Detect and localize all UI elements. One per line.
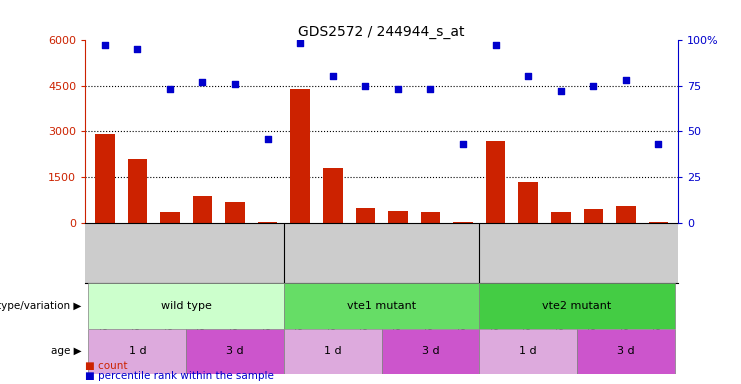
- Text: wild type: wild type: [161, 301, 212, 311]
- Point: [490, 42, 502, 48]
- Text: 1 d: 1 d: [128, 346, 146, 356]
- Point: [131, 46, 143, 52]
- Point: [653, 141, 665, 147]
- Text: ■ count: ■ count: [85, 361, 127, 371]
- Bar: [479, 283, 675, 329]
- Point: [229, 81, 241, 87]
- Point: [99, 42, 110, 48]
- Bar: [88, 283, 284, 329]
- Bar: [453, 222, 473, 223]
- Bar: [519, 182, 538, 223]
- Point: [588, 83, 599, 89]
- Bar: [88, 329, 186, 374]
- Point: [522, 73, 534, 79]
- Text: 3 d: 3 d: [226, 346, 244, 356]
- Bar: [388, 211, 408, 223]
- Text: age ▶: age ▶: [51, 346, 82, 356]
- Bar: [258, 222, 277, 223]
- Bar: [186, 329, 284, 374]
- Bar: [160, 212, 179, 223]
- Point: [555, 88, 567, 94]
- Text: genotype/variation ▶: genotype/variation ▶: [0, 301, 82, 311]
- Bar: [127, 159, 147, 223]
- Text: vte2 mutant: vte2 mutant: [542, 301, 611, 311]
- Text: 1 d: 1 d: [324, 346, 342, 356]
- Point: [425, 86, 436, 92]
- Point: [392, 86, 404, 92]
- Text: 3 d: 3 d: [422, 346, 439, 356]
- Bar: [584, 209, 603, 223]
- Point: [620, 77, 632, 83]
- Text: ■ percentile rank within the sample: ■ percentile rank within the sample: [85, 371, 274, 381]
- Bar: [421, 212, 440, 223]
- Bar: [577, 329, 675, 374]
- Point: [262, 136, 273, 142]
- Bar: [225, 202, 245, 223]
- Bar: [486, 141, 505, 223]
- Title: GDS2572 / 244944_s_at: GDS2572 / 244944_s_at: [299, 25, 465, 39]
- Bar: [95, 134, 115, 223]
- Bar: [356, 208, 375, 223]
- Point: [457, 141, 469, 147]
- Bar: [284, 329, 382, 374]
- Text: 3 d: 3 d: [617, 346, 635, 356]
- Point: [196, 79, 208, 85]
- Bar: [479, 329, 577, 374]
- Bar: [284, 283, 479, 329]
- Bar: [193, 195, 212, 223]
- Text: 1 d: 1 d: [519, 346, 537, 356]
- Point: [359, 83, 371, 89]
- Bar: [551, 212, 571, 223]
- Point: [294, 40, 306, 46]
- Bar: [290, 89, 310, 223]
- Bar: [616, 206, 636, 223]
- Point: [164, 86, 176, 92]
- Bar: [323, 168, 342, 223]
- Text: vte1 mutant: vte1 mutant: [347, 301, 416, 311]
- Point: [327, 73, 339, 79]
- Bar: [648, 222, 668, 223]
- Bar: [382, 329, 479, 374]
